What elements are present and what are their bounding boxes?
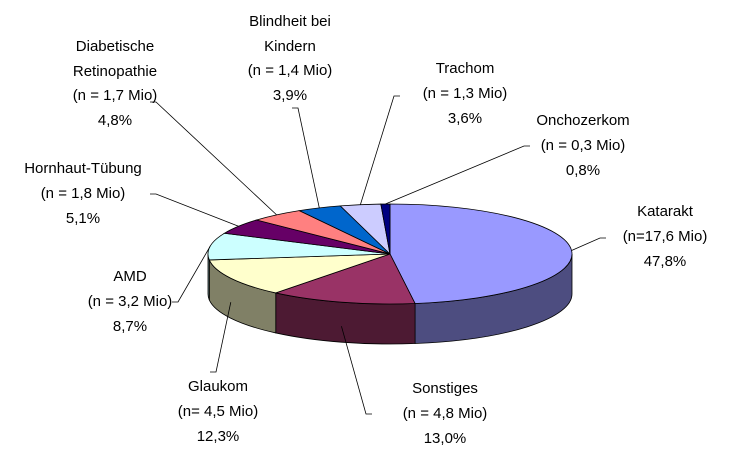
pie-slice [389, 203, 573, 304]
value-label: 47,8% [643, 253, 687, 270]
category-label: Diabetische Retinopathie [72, 38, 158, 80]
leader-line [150, 193, 239, 227]
count-label: (n = 1,7 Mio) [72, 87, 158, 104]
category-label: Hornhaut-Tübung [24, 160, 142, 177]
leader-line [341, 326, 372, 415]
leader-line [150, 101, 277, 216]
value-label: 12,3% [196, 428, 240, 445]
value-label: 4,8% [97, 112, 133, 129]
count-label: (n= 4,5 Mio) [177, 403, 259, 420]
category-label: Onchozerkom [536, 112, 630, 129]
category-label: Glaukom [187, 378, 249, 395]
leader-line [210, 302, 232, 373]
value-label: 5,1% [65, 210, 101, 227]
value-label: 3,9% [272, 87, 308, 104]
count-label: (n=17,6 Mio) [622, 228, 708, 245]
leader-line [360, 95, 400, 205]
value-label: 8,7% [112, 318, 148, 335]
value-label: 13,0% [423, 430, 467, 447]
leader-line [571, 237, 606, 251]
leader-line [172, 246, 211, 303]
leader-line [292, 107, 320, 209]
count-label: (n = 1,3 Mio) [422, 85, 508, 102]
count-label: (n = 0,3 Mio) [540, 137, 626, 154]
leader-line [385, 145, 530, 205]
count-label: (n = 4,8 Mio) [402, 405, 488, 422]
pie-slice [207, 232, 391, 261]
count-label: (n = 1,8 Mio) [40, 185, 126, 202]
pie-slice [274, 253, 416, 305]
category-label: Katarakt [637, 203, 693, 220]
pie-slice [208, 253, 391, 294]
count-label: (n = 1,4 Mio) [247, 62, 333, 79]
count-label: (n = 3,2 Mio) [87, 293, 173, 310]
category-label: Trachom [435, 60, 495, 77]
category-label: Sonstiges [412, 380, 478, 397]
value-label: 3,6% [447, 110, 483, 127]
category-label: Blindheit bei Kindern [249, 13, 331, 55]
value-label: 0,8% [565, 162, 601, 179]
category-label: AMD [113, 268, 147, 285]
